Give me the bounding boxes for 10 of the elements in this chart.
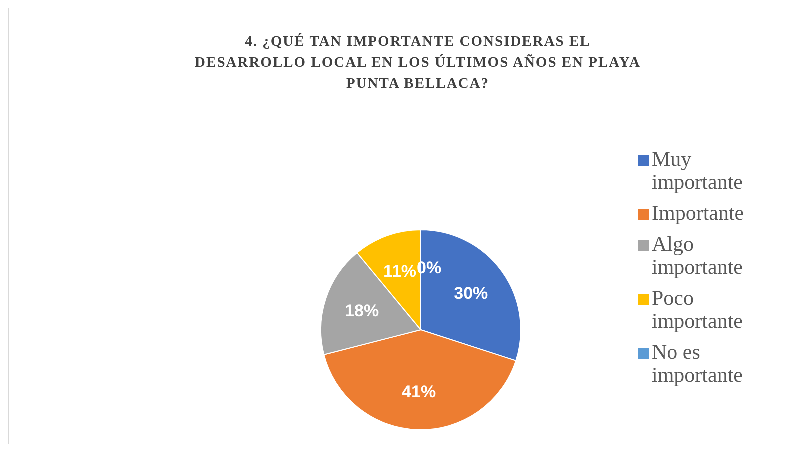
- legend-label: Algo importante: [652, 232, 743, 279]
- legend-label: Poco importante: [652, 286, 743, 333]
- data-label: 30%: [454, 284, 488, 304]
- legend-label: Muy importante: [652, 147, 743, 194]
- data-label: 18%: [345, 301, 380, 320]
- legend-label: No es importante: [652, 340, 743, 387]
- data-label: 11%: [383, 262, 417, 282]
- chart-title: 4. ¿QUÉ TAN IMPORTANTE CONSIDERAS EL DESARROLLO LOCAL EN LOS ÚLTIMOS AÑOS EN PLAYA PUNTA BELLACA?: [195, 33, 641, 92]
- legend-label: Importante: [652, 201, 744, 225]
- data-label: 41%: [402, 382, 436, 402]
